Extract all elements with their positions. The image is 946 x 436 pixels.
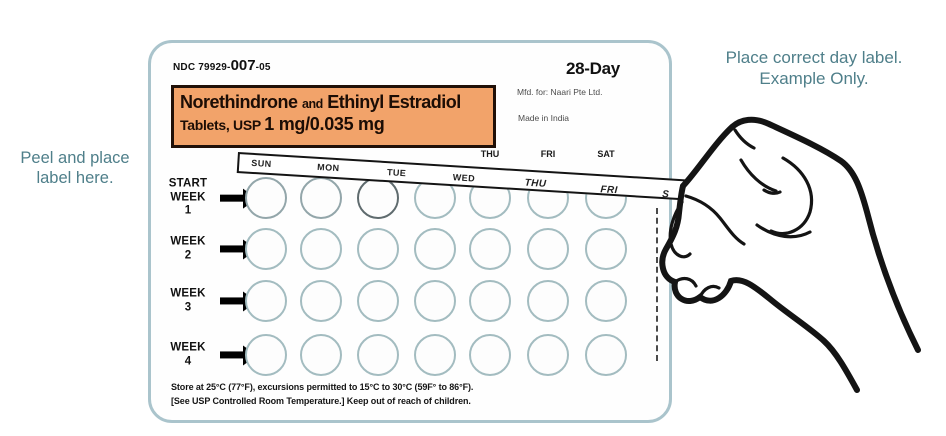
day-header-thu: THU <box>480 149 500 159</box>
perforation-dashed-line <box>656 208 658 361</box>
pill-blister-r1-c2[interactable] <box>300 177 342 219</box>
pill-blister-r2-c7[interactable] <box>585 228 627 270</box>
week-row-1: START WEEK 1 <box>161 178 257 219</box>
drug-name-line2: Tablets, USP 1 mg/0.035 mg <box>180 114 487 136</box>
strip-day-sun: SUN <box>251 157 272 170</box>
strip-day-wed: WED <box>452 172 476 184</box>
week-label-4: WEEK 4 <box>170 341 206 367</box>
place-label-line1: Place correct day label. <box>725 48 903 67</box>
pill-blister-r4-c2[interactable] <box>300 334 342 376</box>
pill-blister-r2-c6[interactable] <box>527 228 569 270</box>
place-label-line2: Example Only. <box>759 68 869 88</box>
storage-instructions: Store at 25°C (77°F), excursions permitt… <box>171 381 651 408</box>
week-label-2: WEEK 2 <box>170 235 206 261</box>
week-label-1: START WEEK 1 <box>161 178 215 219</box>
drug-form: Tablets, USP <box>180 116 261 133</box>
blister-pack-card: NDC 79929-007-05 Norethindrone and Ethin… <box>148 40 672 423</box>
week-start-text: START <box>168 177 208 190</box>
pill-blister-r4-c1[interactable] <box>245 334 287 376</box>
ndc-suffix: -05 <box>255 62 271 73</box>
pill-blister-r3-c1[interactable] <box>245 280 287 322</box>
pill-blister-r4-c7[interactable] <box>585 334 627 376</box>
hand-outline-top <box>680 116 921 353</box>
drug-name-part2: Ethinyl Estradiol <box>327 92 461 112</box>
made-in-text: Made in India <box>518 113 570 123</box>
pill-blister-r2-c1[interactable] <box>245 228 287 270</box>
storage-line1: Store at 25°C (77°F), excursions permitt… <box>171 382 474 392</box>
week-arrow-icon <box>220 291 257 312</box>
drug-dose: 1 mg/0.035 mg <box>264 113 385 134</box>
drug-name-line1: Norethindrone and Ethinyl Estradiol <box>180 91 487 114</box>
week-row-3: WEEK 3 <box>161 287 257 314</box>
pill-blister-r3-c3[interactable] <box>357 280 399 322</box>
drug-name-label: Norethindrone and Ethinyl Estradiol Tabl… <box>171 85 496 148</box>
pill-blister-r1-c3[interactable] <box>357 177 399 219</box>
strip-day-fri: FRI <box>600 184 618 197</box>
week-arrow-icon <box>220 239 257 260</box>
pill-blister-r4-c6[interactable] <box>527 334 569 376</box>
drug-name-part1: Norethindrone <box>180 92 298 112</box>
week-arrow-icon <box>220 188 257 209</box>
peel-instruction-line2: label here. <box>36 169 114 188</box>
day-header-sat: SAT <box>597 149 615 159</box>
strip-day-tue: TUE <box>386 167 407 179</box>
pill-blister-r3-c4[interactable] <box>414 280 456 322</box>
peel-instruction-text: Peel and place label here. <box>6 148 144 188</box>
pill-blister-r2-c4[interactable] <box>414 228 456 270</box>
pill-blister-r3-c5[interactable] <box>469 280 511 322</box>
pill-blister-r4-c4[interactable] <box>414 334 456 376</box>
pill-blister-r4-c3[interactable] <box>357 334 399 376</box>
week-row-4: WEEK 4 <box>161 341 257 368</box>
pill-blister-r3-c6[interactable] <box>527 280 569 322</box>
pill-blister-r3-c2[interactable] <box>300 280 342 322</box>
week-row-2: WEEK 2 <box>161 235 257 262</box>
hand-illustration <box>659 116 921 393</box>
ndc-number: NDC 79929-007-05 <box>173 57 271 74</box>
drug-name-and: and <box>302 97 323 111</box>
place-label-instruction-text: Place correct day label. Example Only. <box>694 48 934 89</box>
hand-silhouette <box>662 119 918 390</box>
pill-blister-r1-c1[interactable] <box>245 177 287 219</box>
manufacturer-text: Mfd. for: Naari Pte Ltd. <box>517 87 603 97</box>
pill-blister-r3-c7[interactable] <box>585 280 627 322</box>
storage-line2: [See USP Controlled Room Temperature.] K… <box>171 395 471 406</box>
ndc-mid: 007 <box>230 57 256 74</box>
pill-blister-r4-c5[interactable] <box>469 334 511 376</box>
pack-type-label: 28-Day <box>566 59 620 78</box>
peel-instruction-line1: Peel and place <box>20 149 130 167</box>
strip-day-mon: MON <box>316 161 340 174</box>
ndc-prefix: NDC 79929- <box>173 62 231 73</box>
week-label-3: WEEK 3 <box>170 287 206 313</box>
pill-blister-r2-c3[interactable] <box>357 228 399 270</box>
day-header-fri: FRI <box>540 149 556 159</box>
pill-blister-r2-c5[interactable] <box>469 228 511 270</box>
pill-blister-r2-c2[interactable] <box>300 228 342 270</box>
strip-day-thu: THU <box>524 177 547 190</box>
week-arrow-icon <box>220 345 257 366</box>
hand-crease-lines <box>668 128 814 299</box>
